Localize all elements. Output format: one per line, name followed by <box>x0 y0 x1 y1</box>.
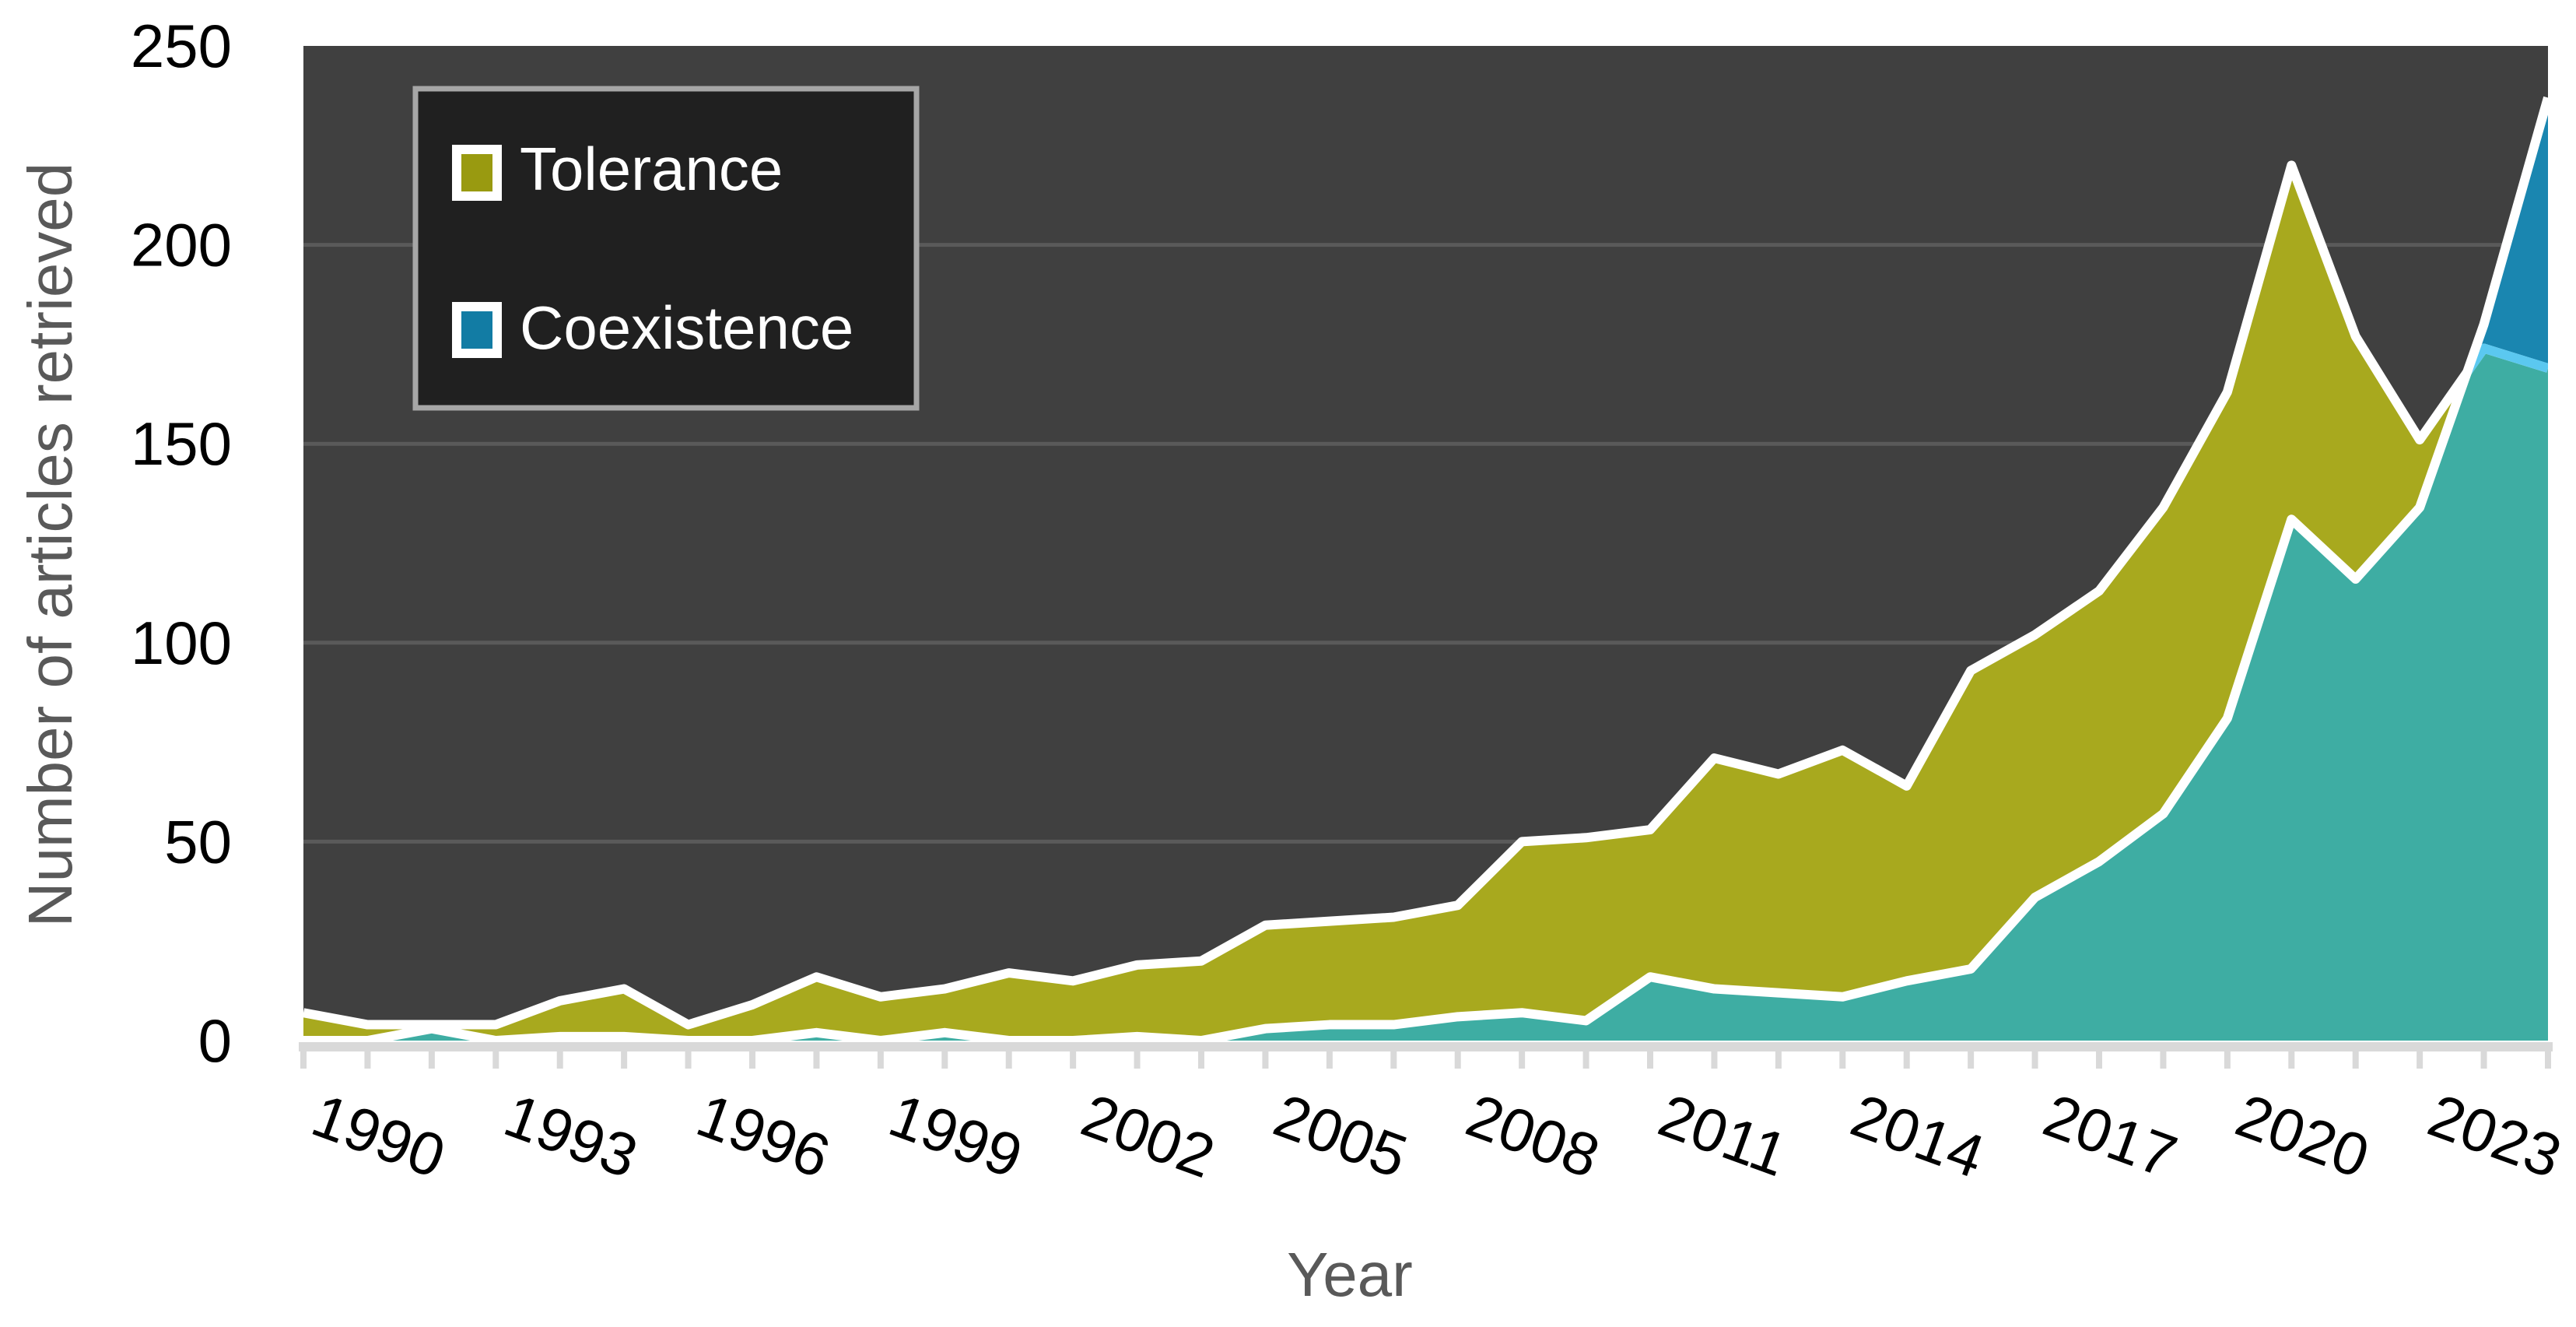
tolerance-point-2013 <box>1776 771 1781 776</box>
x-tick-label: 2023 <box>2420 1080 2570 1191</box>
coexistence-point-2021 <box>2289 517 2294 521</box>
coexistence-point-2006 <box>1327 1023 1332 1027</box>
coexistence-point-2019 <box>2161 812 2165 816</box>
coexistence-point-2014 <box>1840 995 1845 999</box>
tolerance-point-2004 <box>1199 959 1204 964</box>
tolerance-point-2020 <box>2225 390 2230 395</box>
tolerance-point-1990 <box>301 1010 306 1015</box>
tolerance-point-2021 <box>2289 163 2294 167</box>
tolerance-point-2023 <box>2417 437 2422 442</box>
tolerance-point-1994 <box>558 999 563 1003</box>
y-tick-label: 0 <box>198 1006 232 1075</box>
tolerance-point-1991 <box>365 1023 370 1027</box>
coexistence-point-2009 <box>1519 1010 1524 1015</box>
tolerance-point-2018 <box>2097 588 2101 593</box>
tolerance-point-2003 <box>1135 963 1140 967</box>
coexistence-point-2023 <box>2417 505 2422 510</box>
coexistence-point-2013 <box>1776 991 1781 995</box>
tolerance-point-2008 <box>1456 903 1460 907</box>
y-tick-label: 250 <box>131 12 232 80</box>
tolerance-point-2001 <box>1007 971 1011 975</box>
coexistence-point-2022 <box>2353 577 2358 581</box>
tolerance-point-2006 <box>1327 919 1332 924</box>
tolerance-point-2007 <box>1391 915 1396 920</box>
tolerance-point-1995 <box>622 987 626 992</box>
coexistence-point-2012 <box>1712 987 1716 992</box>
coexistence-point-2003 <box>1135 1034 1140 1039</box>
legend-label-tolerance: Tolerance <box>520 135 783 203</box>
coexistence-point-2008 <box>1456 1014 1460 1019</box>
coexistence-point-2007 <box>1391 1023 1396 1027</box>
x-tick-label: 2011 <box>1650 1080 1796 1189</box>
tolerance-point-1999 <box>878 995 883 999</box>
coexistence-point-1995 <box>622 1034 626 1039</box>
tolerance-point-2002 <box>1071 978 1075 983</box>
legend-swatch-tolerance <box>452 145 502 201</box>
legend-label-coexistence: Coexistence <box>520 293 853 362</box>
x-tick-label: 1999 <box>881 1080 1031 1191</box>
coexistence-point-2018 <box>2097 859 2101 864</box>
y-axis-title: Number of articles retrieved <box>16 163 85 928</box>
x-tick-label: 1993 <box>496 1080 646 1191</box>
y-tick-label: 50 <box>164 807 232 876</box>
tolerance-point-2019 <box>2161 505 2165 510</box>
tolerance-point-2024 <box>2482 346 2487 351</box>
tolerance-point-2011 <box>1648 827 1652 832</box>
coexistence-point-2020 <box>2225 716 2230 721</box>
tolerance-point-2022 <box>2353 334 2358 339</box>
coexistence-point-2000 <box>942 1030 947 1035</box>
x-axis-title: Year <box>1287 1240 1413 1309</box>
coexistence-point-2015 <box>1905 978 1909 983</box>
tolerance-point-2025 <box>2546 366 2550 370</box>
coexistence-point-2005 <box>1263 1027 1267 1031</box>
coexistence-point-2025 <box>2546 95 2550 100</box>
y-tick-label: 100 <box>131 609 232 677</box>
legend-swatch-coexistence <box>452 302 502 358</box>
tolerance-point-2012 <box>1712 756 1716 760</box>
x-tick-label: 1990 <box>303 1080 454 1191</box>
tolerance-point-2017 <box>2033 633 2038 637</box>
tolerance-point-2014 <box>1840 748 1845 753</box>
coexistence-point-1992 <box>429 1027 434 1031</box>
tolerance-point-2009 <box>1519 839 1524 844</box>
y-tick-label: 200 <box>131 211 232 279</box>
legend: Tolerance Coexistence <box>412 86 920 411</box>
x-tick-label: 2005 <box>1266 1080 1416 1191</box>
coexistence-point-1994 <box>558 1034 563 1039</box>
x-tick-label: 1996 <box>689 1080 839 1191</box>
x-tick-label: 2002 <box>1073 1080 1223 1191</box>
tolerance-point-2010 <box>1584 835 1589 840</box>
coexistence-point-2017 <box>2033 895 2038 900</box>
tolerance-point-1992 <box>429 1023 434 1027</box>
x-tick-label: 2017 <box>2035 1080 2185 1191</box>
tolerance-point-1996 <box>686 1023 691 1027</box>
x-tick-label: 2020 <box>2227 1080 2378 1191</box>
tolerance-point-2005 <box>1263 923 1267 928</box>
tolerance-line <box>302 160 2550 1030</box>
tolerance-point-1997 <box>750 1002 755 1007</box>
tolerance-point-2016 <box>1968 669 1973 673</box>
x-tick-label: 2008 <box>1458 1080 1608 1191</box>
coexistence-line <box>303 96 2553 1045</box>
tolerance-point-2000 <box>942 987 947 992</box>
tolerance-point-1998 <box>814 974 818 979</box>
tolerance-point-2015 <box>1905 784 1909 788</box>
x-axis: 1990 1993 1996 1999 2002 2005 2008 2011 2014 2017… <box>299 1042 2570 1191</box>
tolerance-area <box>303 165 2548 1041</box>
y-axis: 0 50 100 150 200 250 <box>131 12 232 1075</box>
x-tick-label: 2014 <box>1842 1080 1992 1191</box>
coexistence-point-1998 <box>814 1030 818 1035</box>
overlap-area <box>303 165 2548 1041</box>
tolerance-point-1993 <box>493 1023 498 1027</box>
coexistence-point-2011 <box>1648 974 1652 979</box>
y-tick-label: 150 <box>131 409 232 478</box>
coexistence-point-2016 <box>1968 967 1973 971</box>
coexistence-point-2024 <box>2482 322 2487 327</box>
coexistence-point-2010 <box>1584 1018 1589 1023</box>
